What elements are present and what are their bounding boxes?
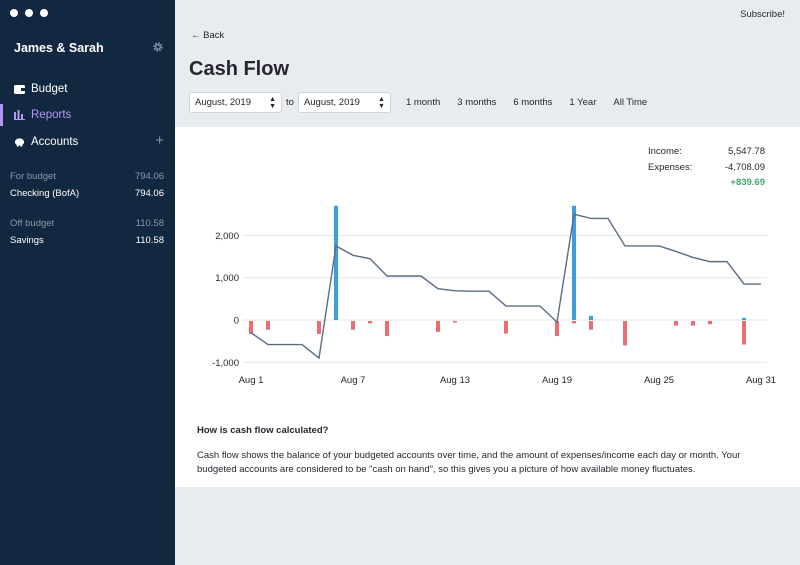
- range-all-time-button[interactable]: All Time: [613, 97, 648, 108]
- group-name: Off budget: [10, 218, 55, 229]
- budget-name[interactable]: James & Sarah: [14, 41, 104, 55]
- income-bar: [589, 315, 593, 320]
- expense-bar: [317, 321, 321, 334]
- y-tick-label: 0: [234, 316, 239, 327]
- expense-bar: [266, 321, 270, 330]
- expense-bar: [249, 321, 253, 334]
- expense-bar: [368, 321, 372, 324]
- sidebar: James & Sarah Budget Reports Accounts + …: [0, 0, 175, 565]
- wallet-icon: [14, 84, 25, 95]
- end-month-value: August, 2019: [303, 97, 360, 108]
- account-balance: 794.06: [134, 188, 164, 199]
- account-name: Savings: [10, 235, 44, 246]
- income-bar: [572, 205, 576, 320]
- range-1-month-button[interactable]: 1 month: [405, 97, 441, 108]
- nav-budget-label: Budget: [31, 83, 68, 95]
- expense-bar: [742, 321, 746, 345]
- net-value: +839.69: [730, 177, 765, 188]
- group-total: 110.58: [135, 218, 164, 229]
- piggy-bank-icon: [14, 137, 25, 148]
- expense-bar: [385, 321, 389, 337]
- explain-body: Cash flow shows the balance of your budg…: [197, 450, 741, 475]
- back-link[interactable]: ← Back: [191, 30, 225, 41]
- x-tick-label: Aug 1: [239, 375, 264, 386]
- expense-bar: [555, 321, 559, 337]
- expenses-row: Expenses: -4,708.09: [648, 159, 765, 175]
- expense-bar: [589, 321, 593, 330]
- expenses-label: Expenses:: [648, 161, 693, 173]
- range-6-months-button[interactable]: 6 months: [513, 97, 553, 108]
- expenses-value: -4,708.09: [724, 161, 765, 173]
- page-title: Cash Flow: [189, 58, 290, 80]
- income-label: Income:: [648, 145, 682, 157]
- y-tick-label: 1,000: [215, 273, 239, 284]
- account-checking[interactable]: Checking (BofA) 794.06: [10, 188, 164, 199]
- income-bar: [334, 205, 338, 320]
- start-month-value: August, 2019: [195, 97, 251, 108]
- account-name: Checking (BofA): [10, 188, 80, 199]
- account-balance: 110.58: [135, 235, 164, 246]
- expense-bar: [351, 321, 355, 330]
- nav-reports-label: Reports: [31, 109, 72, 121]
- gear-icon[interactable]: [152, 41, 164, 53]
- expense-bar: [623, 321, 627, 346]
- to-label: to: [286, 97, 294, 108]
- x-tick-label: Aug 25: [644, 375, 674, 386]
- start-month-select[interactable]: August, 2019 ▲ ▼: [189, 92, 282, 113]
- x-tick-label: Aug 31: [746, 375, 776, 386]
- add-account-button[interactable]: +: [155, 132, 164, 149]
- balance-line: [250, 213, 761, 360]
- income-value: 5,547.78: [728, 145, 765, 157]
- select-arrows-icon: ▲ ▼: [378, 95, 385, 110]
- totals-summary: Income: 5,547.78 Expenses: -4,708.09 +83…: [648, 143, 765, 191]
- expense-bar: [691, 321, 695, 326]
- account-savings[interactable]: Savings 110.58: [10, 235, 164, 246]
- expense-bar: [674, 321, 678, 326]
- nav-accounts-label: Accounts: [31, 136, 79, 148]
- expense-bar: [708, 321, 712, 325]
- bar-chart-icon: [14, 110, 25, 121]
- group-name: For budget: [10, 171, 56, 182]
- expense-bar: [504, 321, 508, 334]
- subscribe-link[interactable]: Subscribe!: [740, 9, 785, 20]
- expense-bar: [436, 321, 440, 332]
- report-panel: [175, 127, 800, 487]
- date-range-controls: August, 2019 ▲ ▼ to August, 2019 ▲ ▼ 1 mon…: [189, 92, 647, 113]
- account-group-off-budget[interactable]: Off budget 110.58: [10, 218, 164, 229]
- expense-bar: [453, 321, 457, 323]
- end-month-select[interactable]: August, 2019 ▲ ▼: [297, 92, 391, 113]
- minimize-window-button[interactable]: [25, 9, 33, 17]
- range-3-months-button[interactable]: 3 months: [457, 97, 497, 108]
- income-row: Income: 5,547.78: [648, 143, 765, 159]
- explain-heading: How is cash flow calculated?: [197, 425, 329, 436]
- main-content: Subscribe! ← Back Cash Flow August, 2019…: [175, 0, 800, 565]
- nav-budget[interactable]: Budget: [0, 78, 175, 100]
- nav-reports[interactable]: Reports: [0, 104, 175, 126]
- group-total: 794.06: [134, 171, 164, 182]
- nav-accounts[interactable]: Accounts +: [0, 131, 175, 153]
- x-tick-label: Aug 13: [440, 375, 470, 386]
- select-arrows-icon: ▲ ▼: [269, 95, 276, 110]
- range-1-year-button[interactable]: 1 Year: [569, 97, 597, 108]
- y-tick-label: 2,000: [215, 231, 239, 242]
- income-bar: [742, 317, 746, 320]
- account-group-for-budget[interactable]: For budget 794.06: [10, 171, 164, 182]
- y-tick-label: -1,000: [212, 358, 239, 369]
- x-tick-label: Aug 7: [341, 375, 366, 386]
- window-controls: [10, 9, 48, 17]
- maximize-window-button[interactable]: [40, 9, 48, 17]
- close-window-button[interactable]: [10, 9, 18, 17]
- expense-bar: [572, 321, 576, 324]
- x-tick-label: Aug 19: [542, 375, 572, 386]
